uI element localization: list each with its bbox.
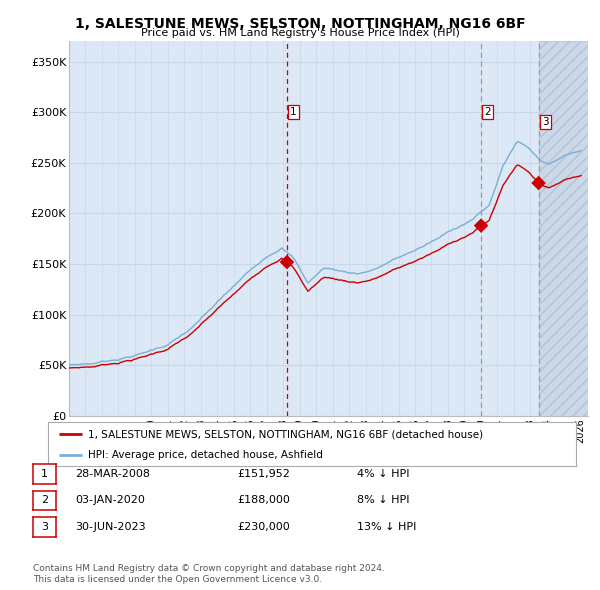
- Point: [476, 221, 486, 230]
- Text: Price paid vs. HM Land Registry's House Price Index (HPI): Price paid vs. HM Land Registry's House …: [140, 28, 460, 38]
- Text: Contains HM Land Registry data © Crown copyright and database right 2024.: Contains HM Land Registry data © Crown c…: [33, 565, 385, 573]
- Text: This data is licensed under the Open Government Licence v3.0.: This data is licensed under the Open Gov…: [33, 575, 322, 584]
- Point: [534, 178, 544, 188]
- Bar: [539, 41, 588, 416]
- Text: HPI: Average price, detached house, Ashfield: HPI: Average price, detached house, Ashf…: [88, 450, 322, 460]
- Bar: [539, 41, 588, 416]
- Text: 1: 1: [290, 107, 297, 117]
- Text: 30-JUN-2023: 30-JUN-2023: [75, 522, 146, 532]
- Text: 2: 2: [484, 107, 491, 117]
- Text: 13% ↓ HPI: 13% ↓ HPI: [357, 522, 416, 532]
- Text: £230,000: £230,000: [237, 522, 290, 532]
- Text: 1, SALESTUNE MEWS, SELSTON, NOTTINGHAM, NG16 6BF: 1, SALESTUNE MEWS, SELSTON, NOTTINGHAM, …: [74, 17, 526, 31]
- Text: 1, SALESTUNE MEWS, SELSTON, NOTTINGHAM, NG16 6BF (detached house): 1, SALESTUNE MEWS, SELSTON, NOTTINGHAM, …: [88, 430, 483, 439]
- Text: 3: 3: [41, 522, 48, 532]
- Point: [282, 257, 292, 267]
- Text: 28-MAR-2008: 28-MAR-2008: [75, 469, 150, 478]
- Text: 3: 3: [542, 117, 548, 127]
- Text: £188,000: £188,000: [237, 496, 290, 505]
- Text: 8% ↓ HPI: 8% ↓ HPI: [357, 496, 409, 505]
- Text: 2: 2: [41, 496, 48, 505]
- Text: 4% ↓ HPI: 4% ↓ HPI: [357, 469, 409, 478]
- Text: 03-JAN-2020: 03-JAN-2020: [75, 496, 145, 505]
- Text: £151,952: £151,952: [237, 469, 290, 478]
- Text: 1: 1: [41, 469, 48, 478]
